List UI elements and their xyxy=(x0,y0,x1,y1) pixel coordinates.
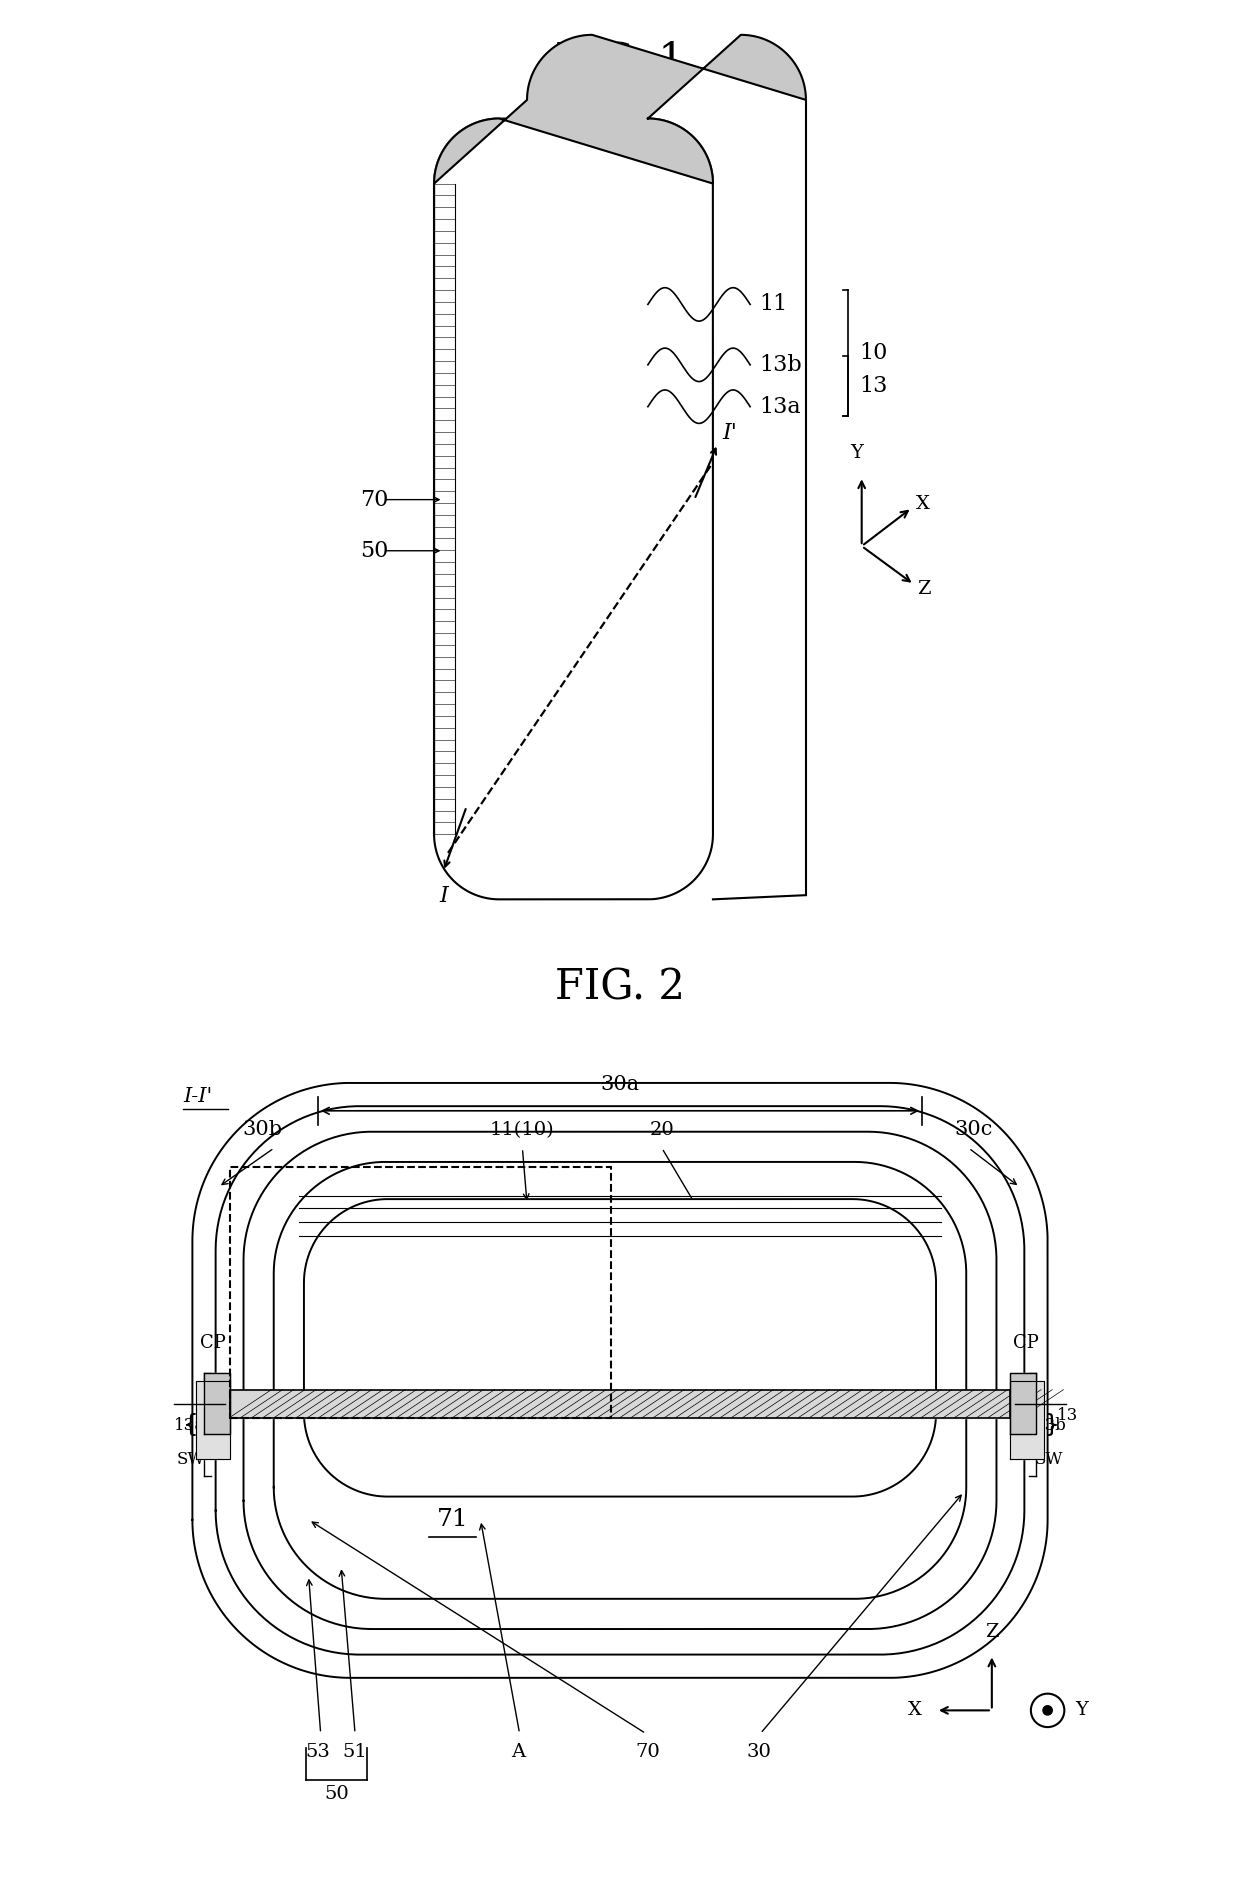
Polygon shape xyxy=(434,118,713,899)
Text: 11(10): 11(10) xyxy=(490,1120,554,1139)
Text: 53: 53 xyxy=(305,1743,330,1762)
Text: 30b: 30b xyxy=(242,1120,283,1139)
Bar xyxy=(229,1167,611,1418)
Text: CP: CP xyxy=(1013,1335,1039,1352)
Text: 70: 70 xyxy=(636,1743,660,1762)
Polygon shape xyxy=(196,1382,229,1459)
Text: 10: 10 xyxy=(859,342,888,365)
Circle shape xyxy=(1043,1705,1053,1715)
Text: 13b: 13b xyxy=(759,353,802,376)
Text: A: A xyxy=(511,1743,525,1762)
Text: 11: 11 xyxy=(759,293,787,316)
Text: I: I xyxy=(439,885,448,908)
Text: 20: 20 xyxy=(650,1120,675,1139)
Text: Y: Y xyxy=(1075,1701,1089,1720)
Text: 13a: 13a xyxy=(759,395,801,417)
Polygon shape xyxy=(1011,1382,1044,1459)
Text: X: X xyxy=(916,494,930,513)
Text: SW: SW xyxy=(1034,1451,1063,1468)
Text: Z: Z xyxy=(918,581,931,598)
Polygon shape xyxy=(229,1389,1011,1418)
Polygon shape xyxy=(304,1199,936,1496)
Text: Z: Z xyxy=(985,1622,998,1641)
Text: Y: Y xyxy=(851,444,863,462)
Polygon shape xyxy=(434,36,806,184)
Text: {: { xyxy=(184,1412,198,1436)
Text: 50: 50 xyxy=(324,1784,348,1803)
Text: 30a: 30a xyxy=(600,1075,640,1094)
Text: I': I' xyxy=(722,421,737,444)
Text: 71: 71 xyxy=(436,1508,469,1532)
Polygon shape xyxy=(192,1083,1048,1677)
Text: 13a: 13a xyxy=(175,1418,206,1434)
Polygon shape xyxy=(274,1162,966,1598)
Text: 13b: 13b xyxy=(1034,1418,1066,1434)
Text: 13: 13 xyxy=(859,374,888,397)
Text: 70: 70 xyxy=(360,489,388,511)
Text: SW: SW xyxy=(177,1451,206,1468)
Text: 51: 51 xyxy=(342,1743,367,1762)
Text: FIG. 1: FIG. 1 xyxy=(556,39,684,81)
Polygon shape xyxy=(216,1105,1024,1654)
Text: }: } xyxy=(1044,1412,1060,1436)
Text: CP: CP xyxy=(200,1335,226,1352)
Text: 30: 30 xyxy=(746,1743,771,1762)
Text: 50: 50 xyxy=(360,540,388,562)
Polygon shape xyxy=(243,1132,997,1630)
Text: FIG. 2: FIG. 2 xyxy=(556,966,684,1010)
Text: 30c: 30c xyxy=(954,1120,992,1139)
Text: 13: 13 xyxy=(1056,1406,1078,1423)
Polygon shape xyxy=(1011,1372,1037,1434)
Text: X: X xyxy=(908,1701,923,1720)
Polygon shape xyxy=(203,1372,229,1434)
Text: I-I': I-I' xyxy=(184,1087,212,1105)
